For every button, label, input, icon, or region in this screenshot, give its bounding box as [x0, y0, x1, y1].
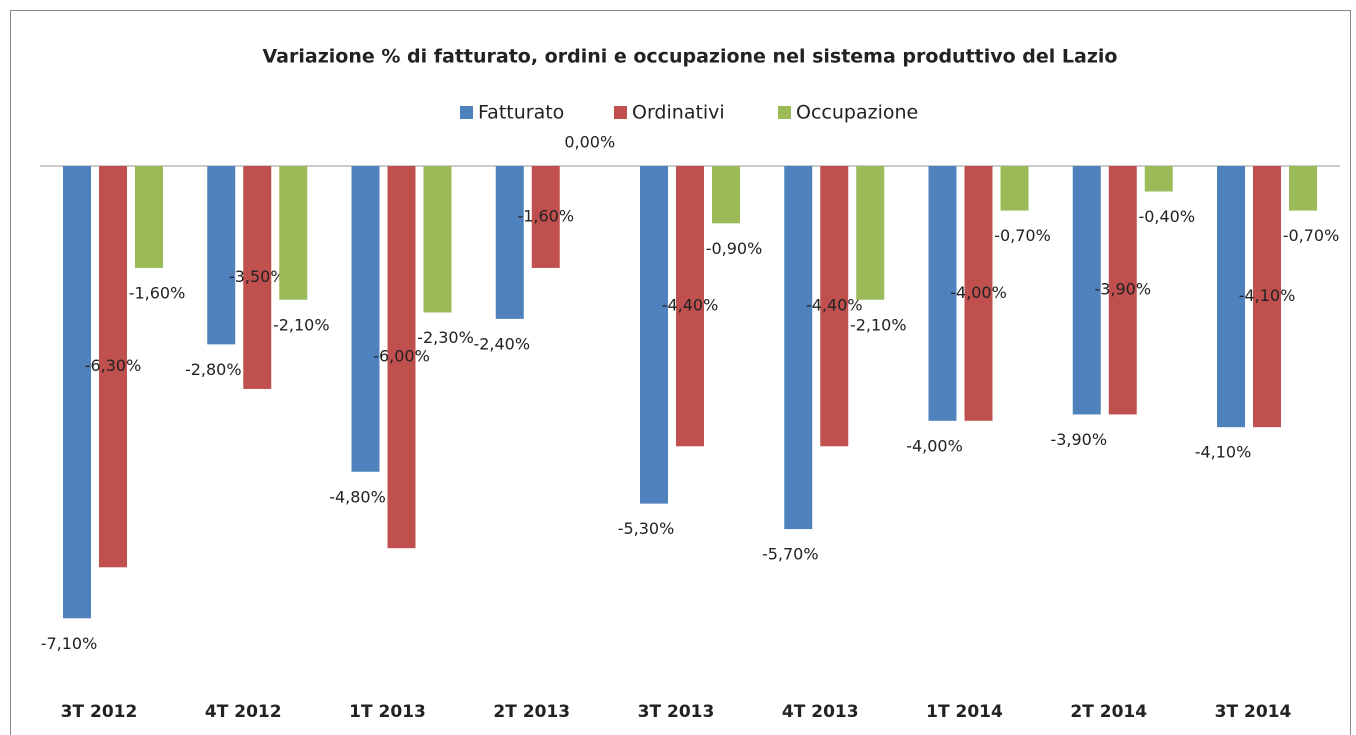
data-label: -4,10% [1195, 443, 1252, 462]
bar [1144, 166, 1173, 192]
data-label: 0,00% [564, 133, 615, 152]
data-label: -3,90% [1094, 280, 1151, 299]
bar [63, 166, 91, 619]
legend-swatch [460, 106, 473, 119]
bar [712, 166, 740, 224]
legend-label: Occupazione [796, 102, 918, 124]
bar [1289, 166, 1317, 211]
bar [856, 166, 885, 300]
data-label: -4,80% [329, 487, 386, 506]
x-tick-label: 2T 2014 [1070, 702, 1147, 722]
data-label: -2,10% [273, 315, 330, 334]
data-label: -4,40% [662, 296, 719, 315]
bar [99, 166, 127, 568]
legend-swatch [778, 106, 791, 119]
data-label: -2,40% [473, 334, 530, 353]
bar [784, 166, 813, 530]
data-label: -1,60% [129, 283, 186, 302]
legend-label: Fatturato [478, 102, 564, 124]
data-label: -3,50% [229, 267, 286, 286]
x-tick-label: 1T 2014 [926, 702, 1003, 722]
bar [531, 166, 560, 268]
x-tick-label: 3T 2013 [638, 702, 715, 722]
data-label: -4,00% [950, 283, 1007, 302]
data-label: -5,70% [762, 545, 819, 564]
bar [135, 166, 163, 268]
data-label: -3,90% [1050, 430, 1107, 449]
data-label: -0,70% [994, 226, 1051, 245]
bar [928, 166, 957, 421]
bar [243, 166, 272, 389]
data-label: -0,90% [706, 239, 763, 258]
bar [964, 166, 993, 421]
data-label: -4,10% [1239, 286, 1296, 305]
data-label: -1,60% [517, 206, 574, 225]
bar [640, 166, 668, 504]
bar [1253, 166, 1281, 428]
bar [495, 166, 524, 319]
x-tick-label: 4T 2012 [205, 702, 282, 722]
data-label: -0,70% [1283, 226, 1340, 245]
data-label: -5,30% [618, 519, 675, 538]
bar [423, 166, 452, 313]
legend-label: Ordinativi [632, 102, 725, 124]
data-label: -2,30% [417, 328, 474, 347]
data-label: -4,40% [806, 296, 863, 315]
bar [351, 166, 380, 472]
bar [676, 166, 704, 447]
bar [1108, 166, 1137, 415]
x-tick-label: 4T 2013 [782, 702, 859, 722]
bar [207, 166, 236, 345]
bar [279, 166, 308, 300]
x-tick-label: 2T 2013 [493, 702, 570, 722]
bar [1072, 166, 1101, 415]
bar [387, 166, 416, 549]
bar [820, 166, 849, 447]
data-label: -0,40% [1138, 207, 1195, 226]
x-tick-label: 3T 2012 [61, 702, 138, 722]
data-label: -2,10% [850, 315, 907, 334]
x-tick-label: 1T 2013 [349, 702, 426, 722]
data-label: -4,00% [906, 436, 963, 455]
data-label: -6,00% [373, 347, 430, 366]
chart-title: Variazione % di fatturato, ordini e occu… [263, 46, 1118, 68]
bar [1217, 166, 1245, 428]
x-tick-label: 3T 2014 [1215, 702, 1292, 722]
data-label: -2,80% [185, 360, 242, 379]
legend-swatch [614, 106, 627, 119]
data-label: -6,30% [85, 356, 142, 375]
bar [1000, 166, 1029, 211]
data-label: -7,10% [41, 634, 98, 653]
